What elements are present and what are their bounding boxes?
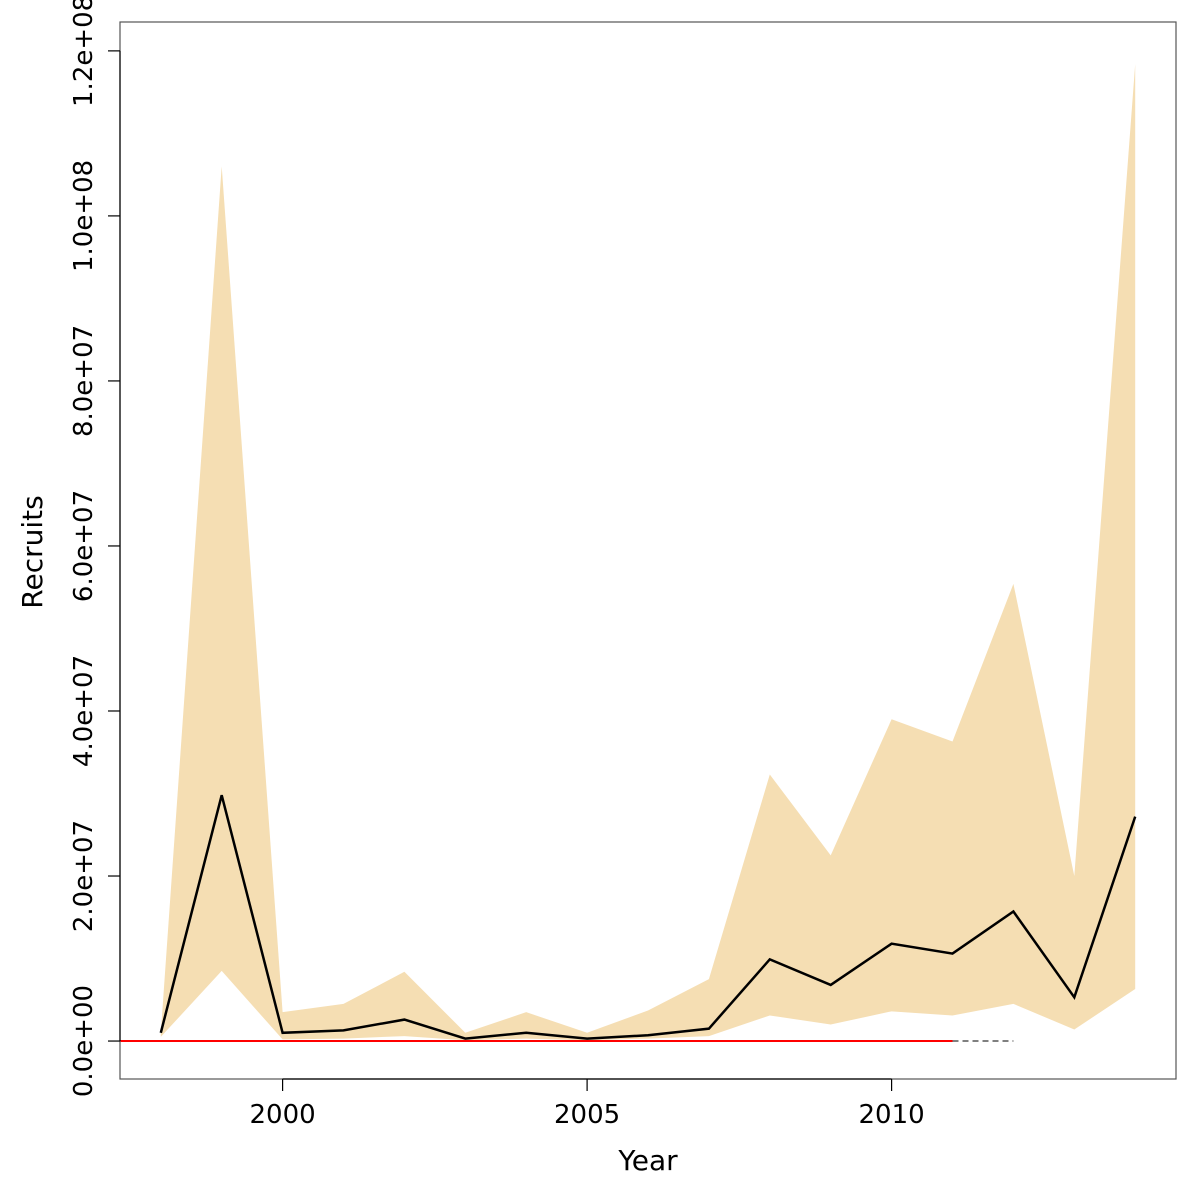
y-tick-label: 2.0e+07	[69, 820, 99, 932]
series-layer	[159, 794, 1137, 1040]
y-tick-label: 8.0e+07	[69, 325, 99, 437]
y-tick-label: 4.0e+07	[69, 655, 99, 767]
y-tick-label: 1.0e+08	[69, 160, 99, 272]
y-tick-label: 1.2e+08	[69, 0, 99, 107]
y-axis: 0.0e+00 2.0e+07 4.0e+07 6.0e+07 8.0e+07 1.0e+…	[69, 0, 121, 1097]
x-tick-label: 2005	[554, 1100, 620, 1130]
x-axis: 2000 2005 2010	[250, 1078, 925, 1130]
y-tick-label: 6.0e+07	[69, 490, 99, 602]
x-tick-label: 2000	[250, 1100, 316, 1130]
x-tick-label: 2010	[859, 1100, 925, 1130]
y-axis-title: Recruits	[16, 495, 49, 608]
y-tick-label: 0.0e+00	[69, 985, 99, 1097]
x-axis-title: Year	[617, 1144, 678, 1177]
confidence-band-layer	[160, 64, 1136, 1041]
confidence-band	[160, 64, 1136, 1041]
